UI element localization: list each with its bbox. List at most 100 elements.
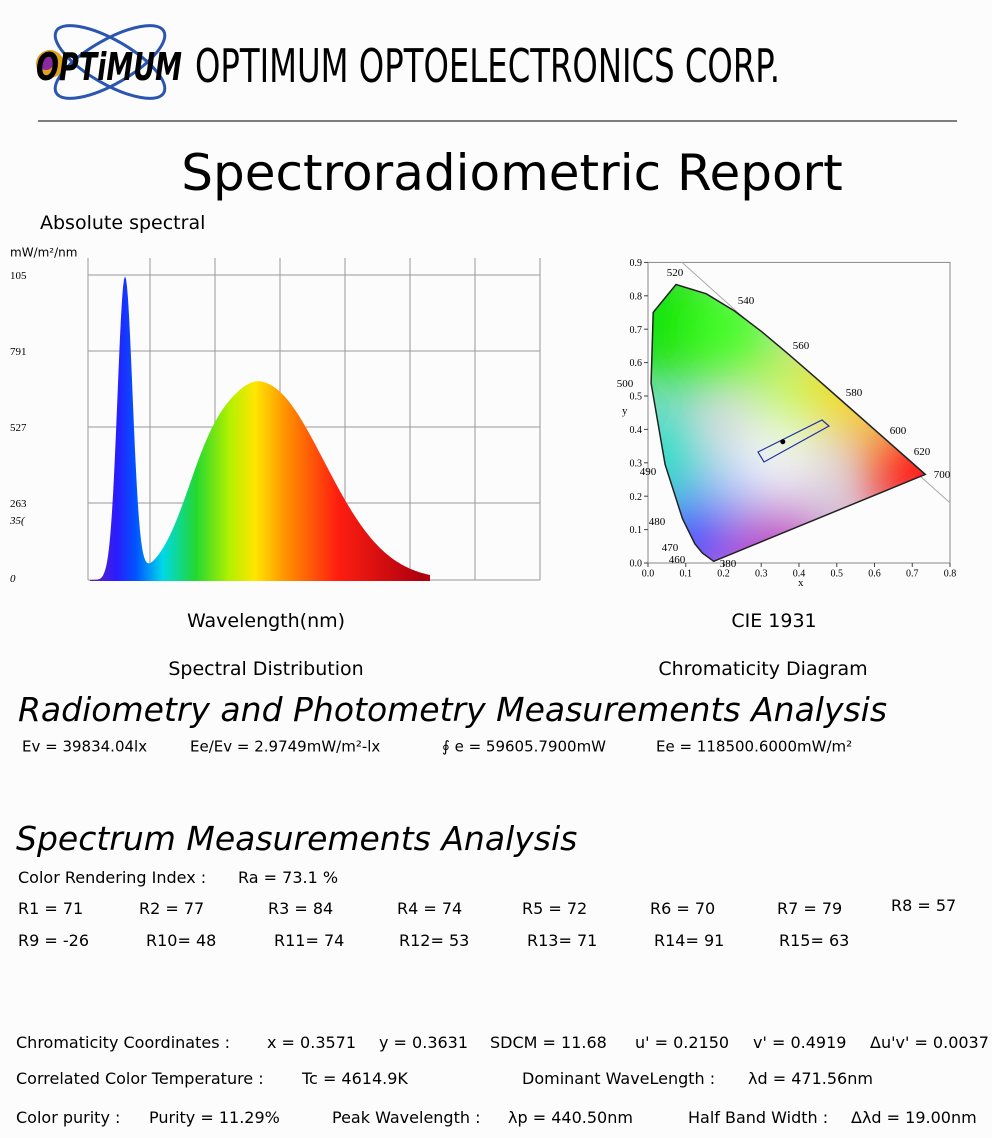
measurement: Dominant WaveLength :: [522, 1069, 715, 1088]
x-tick-label: 0.4: [793, 569, 806, 580]
chromaticity-point: [780, 439, 786, 445]
measurement: λp = 440.50nm: [508, 1108, 633, 1127]
axis-label: y: [622, 405, 628, 417]
y-tick-label: 0.0: [630, 559, 643, 570]
wavelength-label: 520: [667, 267, 684, 279]
y-tick-label: 0.8: [630, 291, 643, 302]
planckian-band: [757, 419, 831, 463]
y-tick-label: 0.6: [630, 358, 643, 369]
measurement: u' = 0.2150: [635, 1033, 729, 1052]
measurement: Ee = 118500.6000mW/m²: [656, 737, 852, 755]
wavelength-label: 470: [662, 542, 679, 554]
y-tick-label: 0.5: [630, 392, 643, 403]
caption: CIE 1931: [731, 610, 816, 632]
cri-value: R5 = 72: [522, 899, 587, 918]
logo: OPTiMUM: [36, 24, 182, 100]
wavelength-label: 380: [720, 558, 737, 570]
x-tick-label: 0.0: [642, 569, 655, 580]
wavelength-label: 540: [738, 295, 755, 307]
measurement: v' = 0.4919: [753, 1033, 846, 1052]
spectrum-curve: [90, 276, 430, 581]
measurement: λd = 471.56nm: [748, 1069, 873, 1088]
measurement: y = 0.3631: [379, 1033, 468, 1052]
x-tick-label: 0.5: [831, 569, 844, 580]
color-blob: [700, 460, 760, 520]
measurement: Ev = 39834.04lx: [22, 737, 147, 755]
color-blob: [680, 284, 780, 380]
wavelength-label: 620: [914, 446, 931, 458]
measurement: ∮ e = 59605.7900mW: [442, 737, 606, 755]
axis-label: x: [798, 577, 804, 589]
cri-value: R7 = 79: [777, 899, 842, 918]
cri-value: R2 = 77: [139, 899, 204, 918]
y-tick-label: 0.4: [630, 425, 643, 436]
wavelength-label: 580: [846, 387, 863, 399]
caption: Chromaticity Diagram: [658, 658, 867, 680]
y-tick-label: 263: [10, 498, 27, 510]
cri-value: R1 = 71: [18, 899, 83, 918]
color-blob: [651, 415, 705, 505]
x-tick-label: 0.7: [906, 569, 919, 580]
spectral-locus: [650, 283, 927, 563]
measurement: Chromaticity Coordinates :: [16, 1033, 230, 1052]
measurement: Ee/Ev = 2.9749mW/m²-lx: [190, 737, 380, 755]
y-tick-label: 0.3: [630, 458, 643, 469]
cri-value: R14= 91: [654, 931, 724, 950]
caption: Spectral Distribution: [168, 658, 363, 680]
cri-value: R15= 63: [779, 931, 849, 950]
section-label: Absolute spectral: [40, 212, 205, 234]
cri-value: R12= 53: [399, 931, 469, 950]
y-tick-label: 0.7: [630, 325, 643, 336]
label: Color Rendering Index :: [18, 868, 206, 887]
measurement: Color purity :: [16, 1108, 120, 1127]
measurement: Δλd = 19.00nm: [851, 1108, 977, 1127]
y-tick-label: 35(: [9, 515, 26, 527]
measurement: x = 0.3571: [267, 1033, 356, 1052]
wavelength-label: 490: [640, 466, 657, 478]
x-tick-label: 0.1: [680, 569, 693, 580]
measurement: Peak Wavelength :: [332, 1108, 480, 1127]
wavelength-label: 480: [649, 516, 666, 528]
x-tick-label: 0.3: [755, 569, 768, 580]
color-blob: [755, 365, 825, 435]
cri-value: R9 = -26: [18, 931, 89, 950]
logo-text: OPTiMUM: [36, 45, 182, 89]
cri-value: R4 = 74: [397, 899, 462, 918]
y-tick-label: 791: [10, 346, 27, 358]
x-tick-label: 0.2: [717, 569, 730, 580]
cri-value: R10= 48: [146, 931, 216, 950]
wavelength-label: 500: [617, 378, 634, 390]
y-tick-label: 0.1: [630, 525, 643, 536]
x-tick-label: 0.8: [944, 569, 957, 580]
cri-value: R3 = 84: [268, 899, 333, 918]
value: Ra = 73.1 %: [238, 868, 338, 887]
cri-value: R13= 71: [527, 931, 597, 950]
x-tick-label: 0.6: [868, 569, 881, 580]
wavelength-label: 560: [793, 340, 810, 352]
cri-value: R11= 74: [274, 931, 344, 950]
cri-value: R8 = 57: [891, 896, 956, 915]
y-tick-label: 527: [10, 422, 27, 434]
measurement: Δu'v' = 0.0037: [870, 1033, 989, 1052]
measurement: Half Band Width :: [688, 1108, 828, 1127]
measurement: Correlated Color Temperature :: [16, 1069, 264, 1088]
measurement: Tc = 4614.9K: [301, 1069, 408, 1088]
color-blobs: [651, 284, 926, 562]
unit-label: mW/m²/nm: [10, 245, 77, 259]
y-tick-label: 105: [10, 270, 27, 282]
section-heading: Spectrum Measurements Analysis: [16, 819, 577, 858]
wavelength-label: 460: [669, 554, 686, 566]
section-heading: Radiometry and Photometry Measurements A…: [18, 690, 887, 729]
y-tick-label: 0.2: [630, 492, 643, 503]
y-tick-label: 0: [10, 573, 16, 585]
cri-value: R6 = 70: [650, 899, 715, 918]
chromaticity-fill: [651, 284, 926, 562]
measurement: Purity = 11.29%: [149, 1108, 280, 1127]
measurement: SDCM = 11.68: [490, 1033, 607, 1052]
report-title: Spectroradiometric Report: [181, 144, 842, 202]
company-name: OPTIMUM OPTOELECTRONICS CORP.: [195, 39, 780, 93]
y-tick-label: 0.9: [630, 258, 643, 269]
wavelength-label: 600: [890, 425, 907, 437]
axis-label: Wavelength(nm): [187, 610, 345, 632]
